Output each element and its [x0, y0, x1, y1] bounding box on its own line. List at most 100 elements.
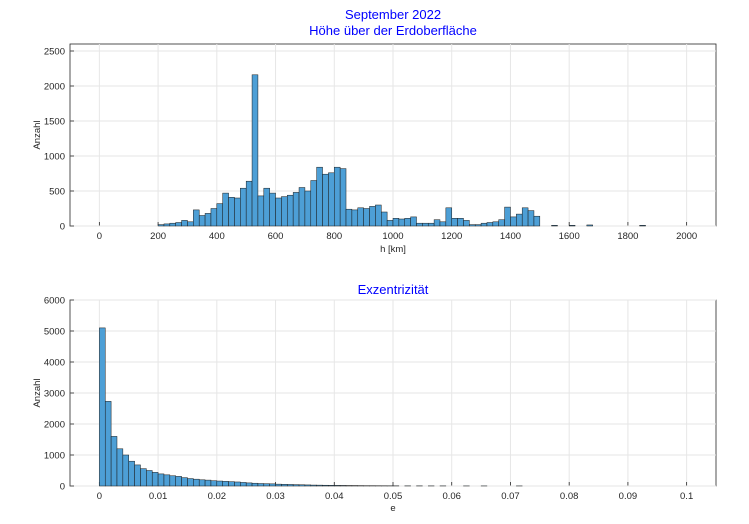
histogram-bar — [217, 204, 223, 226]
histogram-bar — [422, 223, 428, 226]
histogram-bar — [493, 222, 499, 226]
histogram-bar — [182, 478, 188, 486]
histogram-bar — [475, 225, 481, 226]
histogram-bar — [499, 220, 505, 226]
y-tick-label: 3000 — [44, 389, 65, 400]
histogram-bar — [287, 195, 293, 226]
x-tick-label: 2000 — [676, 231, 697, 242]
y-axis-label: Anzahl — [32, 378, 43, 407]
x-tick-label: 600 — [268, 231, 284, 242]
histogram-bar — [446, 208, 452, 226]
histogram-bar — [170, 223, 176, 226]
histogram-bar — [387, 220, 393, 226]
histogram-bar — [405, 218, 411, 226]
histogram-bar — [170, 476, 176, 486]
x-tick-label: 1200 — [441, 231, 462, 242]
histogram-bar — [193, 479, 199, 486]
histogram-bar — [146, 471, 152, 487]
histogram-bar — [276, 484, 282, 486]
histogram-bar — [281, 197, 287, 226]
histogram-bar — [375, 205, 381, 226]
x-tick-label: 1800 — [617, 231, 638, 242]
histogram-bar — [270, 484, 276, 486]
histogram-bar — [328, 173, 334, 226]
y-tick-label: 0 — [60, 222, 65, 233]
histogram-bar — [587, 225, 593, 226]
histogram-bar — [317, 167, 323, 226]
histogram-bar — [123, 455, 129, 486]
histogram-bar — [334, 167, 340, 226]
histogram-bar — [240, 482, 246, 486]
y-tick-label: 500 — [49, 187, 65, 198]
histogram-bar — [187, 222, 193, 226]
histogram-bar — [305, 191, 311, 226]
x-tick-label: 0 — [97, 491, 102, 502]
histogram-bar — [434, 220, 440, 226]
histogram-bar — [211, 209, 217, 227]
x-tick-label: 1600 — [559, 231, 580, 242]
histogram-bar — [428, 223, 434, 226]
histogram-bar — [234, 482, 240, 486]
histogram-bar — [246, 483, 252, 486]
y-tick-label: 4000 — [44, 358, 65, 369]
histogram-bar — [258, 196, 264, 226]
x-axis-label: e — [390, 503, 395, 514]
histogram-bar — [217, 481, 223, 486]
y-tick-label: 6000 — [44, 296, 65, 307]
histogram-bar — [311, 181, 317, 227]
histogram-bar — [293, 485, 299, 486]
x-tick-label: 800 — [326, 231, 342, 242]
histogram-bar — [152, 472, 158, 486]
histogram-bar — [299, 485, 305, 486]
histogram-bar — [370, 206, 376, 226]
x-tick-label: 0.01 — [149, 491, 168, 502]
histogram-bar — [205, 480, 211, 486]
histogram-bar — [129, 461, 135, 486]
histogram-bar — [176, 223, 182, 227]
histogram-bar — [187, 479, 193, 486]
histogram-bar — [264, 188, 270, 226]
x-tick-label: 1000 — [382, 231, 403, 242]
histogram-bar — [328, 485, 334, 486]
histogram-bar — [463, 220, 469, 226]
histogram-bar — [276, 198, 282, 226]
x-tick-label: 0.04 — [325, 491, 344, 502]
histogram-bar — [105, 401, 111, 486]
histogram-bar — [281, 484, 287, 486]
histogram-bar — [158, 225, 164, 226]
histogram-bar — [469, 225, 475, 226]
histogram-bar — [223, 481, 229, 486]
histogram-bar — [487, 223, 493, 227]
histogram-bar — [305, 485, 311, 486]
histogram-bar — [640, 225, 646, 226]
histogram-bar — [358, 208, 364, 226]
histogram-bar — [528, 211, 534, 226]
x-tick-label: 0.05 — [384, 491, 403, 502]
histogram-bar — [534, 216, 540, 226]
histogram-bar — [299, 188, 305, 227]
y-tick-label: 0 — [60, 482, 65, 493]
histogram-bar — [234, 198, 240, 226]
histogram-bar — [364, 209, 370, 227]
histogram-bar — [510, 217, 516, 226]
histogram-bar — [240, 188, 246, 226]
histogram-bar — [223, 193, 229, 226]
histogram-bar — [452, 218, 458, 226]
histogram-bar — [416, 223, 422, 226]
x-tick-label: 0.09 — [619, 491, 638, 502]
histogram-bar — [164, 224, 170, 226]
histogram-bar — [111, 436, 117, 486]
x-tick-label: 0 — [97, 231, 102, 242]
histogram-bar — [193, 210, 199, 226]
chart-title: Exzentrizität — [358, 282, 429, 297]
histogram-bar — [252, 75, 258, 226]
histogram-bar — [346, 209, 352, 226]
histogram-bar — [99, 328, 105, 486]
chart-subtitle: Höhe über der Erdoberfläche — [309, 23, 477, 38]
y-tick-label: 2500 — [44, 47, 65, 58]
y-tick-label: 2000 — [44, 82, 65, 93]
histogram-bar — [205, 213, 211, 226]
